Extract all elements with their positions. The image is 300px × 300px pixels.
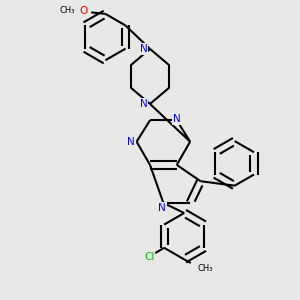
Text: N: N (173, 114, 181, 124)
Text: N: N (140, 99, 147, 109)
Text: CH₃: CH₃ (197, 264, 213, 273)
Text: O: O (79, 6, 87, 16)
Text: N: N (140, 44, 147, 54)
Text: Cl: Cl (144, 252, 154, 262)
Text: N: N (128, 137, 135, 147)
Text: N: N (158, 203, 166, 213)
Text: CH₃: CH₃ (59, 6, 74, 15)
